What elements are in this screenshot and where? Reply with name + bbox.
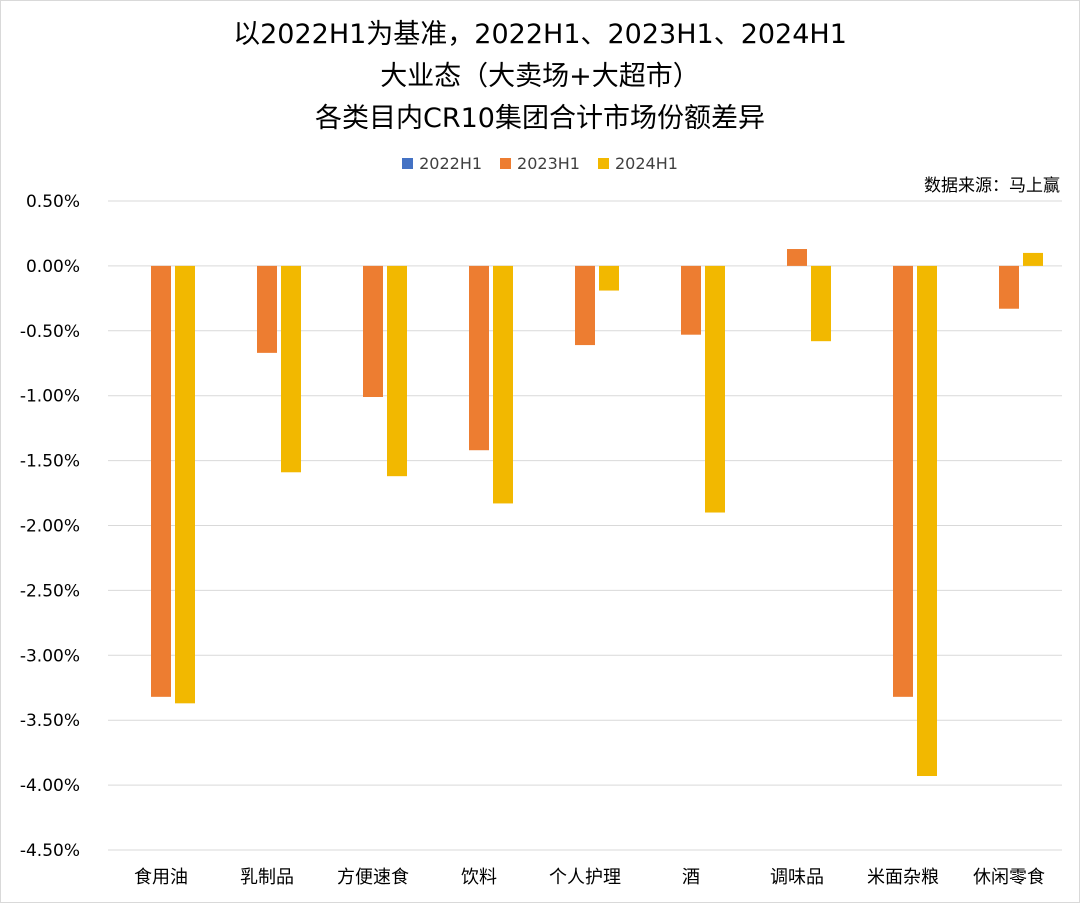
y-tick-label: -3.00% — [20, 646, 80, 666]
y-tick-label: 0.50% — [26, 192, 80, 212]
x-tick-label: 休闲零食 — [973, 867, 1045, 888]
bar-2023h1-5 — [575, 265, 595, 346]
bar-2024h1-5 — [599, 265, 619, 291]
bar-2024h1-9 — [1023, 252, 1043, 266]
title-line-3: 各类目内CR10集团合计市场份额差异 — [315, 103, 765, 134]
chart-title: 以2022H1为基准，2022H1、2023H1、2024H1 大业态（大卖场+… — [0, 14, 1080, 140]
x-tick-label: 酒 — [682, 867, 700, 888]
y-tick-label: -3.50% — [20, 711, 80, 731]
legend-swatch-2024h1 — [597, 158, 609, 169]
bar-2024h1-7 — [811, 265, 831, 342]
bar-2023h1-1 — [151, 265, 171, 697]
legend-label-2023h1: 2023H1 — [517, 154, 580, 173]
bar-2023h1-3 — [363, 265, 383, 397]
bar-2023h1-6 — [681, 265, 701, 335]
x-tick-label: 乳制品 — [240, 867, 294, 888]
bar-2024h1-1 — [175, 265, 195, 704]
y-tick-label: -1.00% — [20, 387, 80, 407]
bar-2023h1-9 — [999, 265, 1019, 309]
legend-item-2023h1: 2023H1 — [500, 154, 580, 173]
title-line-2: 大业态（大卖场+大超市） — [380, 61, 700, 92]
x-tick-label: 饮料 — [461, 867, 497, 888]
legend-item-2024h1: 2024H1 — [597, 154, 678, 173]
bar-2023h1-4 — [469, 265, 489, 451]
y-tick-label: -4.00% — [20, 776, 80, 796]
x-tick-label: 食用油 — [134, 867, 188, 888]
bar-2024h1-6 — [705, 265, 725, 513]
bar-2024h1-4 — [493, 265, 513, 504]
legend-swatch-2022h1 — [402, 158, 414, 169]
bar-2024h1-8 — [917, 265, 937, 777]
y-tick-label: -1.50% — [20, 452, 80, 472]
bar-2023h1-8 — [893, 265, 913, 697]
y-tick-label: -2.50% — [20, 581, 80, 601]
bar-2024h1-3 — [387, 265, 407, 477]
bar-2023h1-2 — [257, 265, 277, 353]
legend-label-2022h1: 2022H1 — [419, 154, 483, 173]
x-tick-label: 个人护理 — [549, 867, 621, 888]
legend: 2022H1 2023H1 2024H1 — [0, 154, 1080, 173]
bar-2024h1-2 — [281, 265, 301, 473]
x-tick-label: 方便速食 — [337, 867, 409, 888]
y-tick-label: 0.00% — [26, 257, 80, 277]
x-tick-label: 米面杂粮 — [867, 867, 939, 888]
y-tick-label: -2.00% — [20, 517, 80, 537]
x-tick-label: 调味品 — [770, 867, 824, 888]
legend-item-2022h1: 2022H1 — [402, 154, 482, 173]
title-line-1: 以2022H1为基准，2022H1、2023H1、2024H1 — [233, 19, 847, 50]
y-tick-label: -0.50% — [20, 322, 80, 342]
bar-2023h1-7 — [787, 249, 807, 266]
legend-label-2024h1: 2024H1 — [614, 154, 678, 173]
legend-swatch-2023h1 — [500, 158, 512, 169]
source-note: 数据来源：马上赢 — [924, 176, 1060, 196]
y-tick-label: -4.50% — [20, 841, 80, 861]
